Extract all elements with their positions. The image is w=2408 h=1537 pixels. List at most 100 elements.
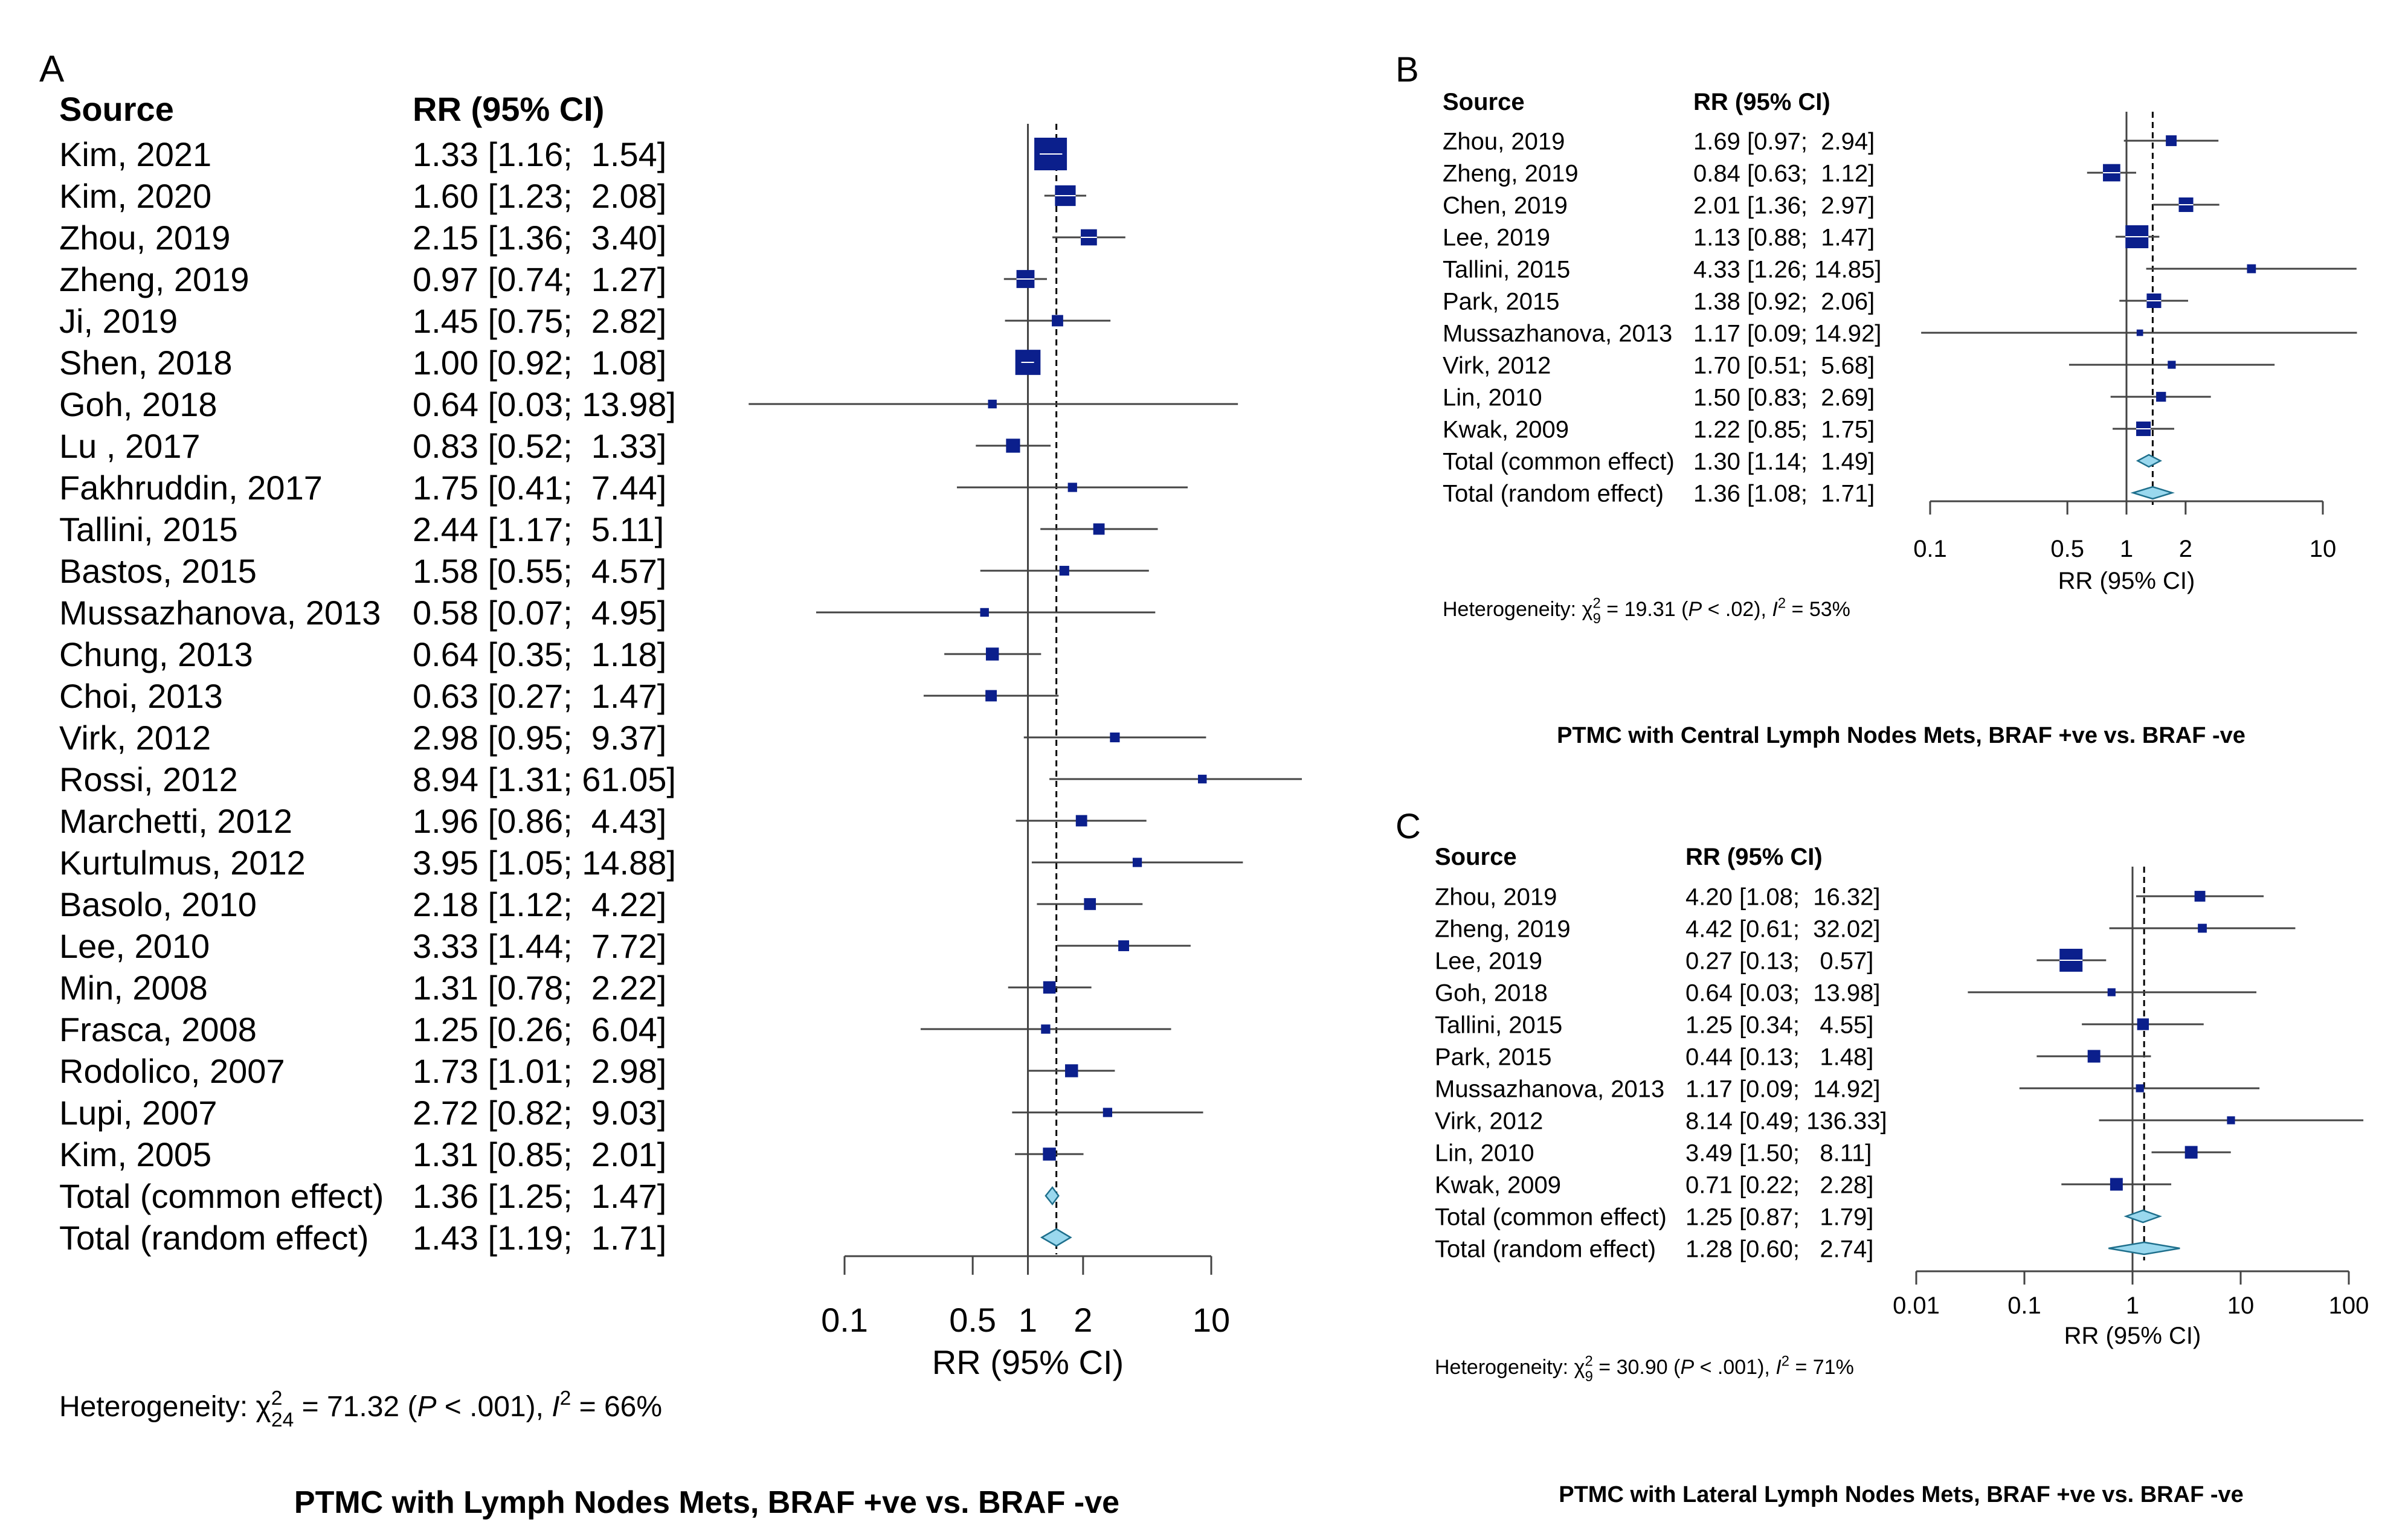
study-source-label: Frasca, 2008 bbox=[59, 1010, 257, 1048]
study-source-label: Chung, 2013 bbox=[59, 635, 253, 673]
study-source-label: Lee, 2010 bbox=[59, 927, 210, 965]
study-row: Tallini, 2015 2.44 [1.17; 5.11] bbox=[59, 510, 1158, 548]
study-estimate-label: 0.63 [0.27; 1.47] bbox=[413, 677, 666, 715]
study-source-label: Tallini, 2015 bbox=[59, 510, 238, 548]
study-weight-square bbox=[1043, 1147, 1056, 1161]
study-row: Bastos, 2015 1.58 [0.55; 4.57] bbox=[59, 552, 1149, 590]
x-tick-label: 2 bbox=[2179, 536, 2192, 562]
i-squared: 71% bbox=[1813, 1356, 1854, 1379]
study-estimate-label: 1.17 [0.09; 14.92] bbox=[1693, 320, 1881, 347]
x-tick-label: 0.1 bbox=[1913, 536, 1947, 562]
study-row: Zhou, 2019 2.15 [1.36; 3.40] bbox=[59, 219, 1125, 257]
study-row: Tallini, 2015 4.33 [1.26; 14.85] bbox=[1443, 256, 2357, 283]
chi-value: 19.31 bbox=[1624, 598, 1676, 621]
study-row: Choi, 2013 0.63 [0.27; 1.47] bbox=[59, 677, 1059, 715]
study-source-label: Mussazhanova, 2013 bbox=[1443, 320, 1672, 347]
study-source-label: Choi, 2013 bbox=[59, 677, 223, 715]
study-row: Basolo, 2010 2.18 [1.12; 4.22] bbox=[59, 885, 1143, 923]
study-estimate-label: 1.58 [0.55; 4.57] bbox=[413, 552, 666, 590]
study-weight-square bbox=[1067, 483, 1077, 492]
panel-caption: PTMC with Lateral Lymph Nodes Mets, BRAF… bbox=[1559, 1482, 2244, 1507]
study-estimate-label: 0.71 [0.22; 2.28] bbox=[1685, 1172, 1873, 1198]
study-row: Virk, 2012 8.14 [0.49; 136.33] bbox=[1435, 1108, 2364, 1134]
column-header-source: Source bbox=[1443, 89, 1525, 115]
study-weight-square bbox=[2198, 923, 2207, 933]
total-source-label: Total (common effect) bbox=[1443, 448, 1675, 475]
p-value: .02 bbox=[1725, 598, 1754, 621]
forest-panel-b: B Source RR (95% CI) Zhou, 2019 1.69 [0.97; … bbox=[1396, 50, 2357, 748]
study-estimate-label: 8.94 [1.31; 61.05] bbox=[413, 760, 676, 798]
study-weight-square bbox=[1059, 565, 1069, 576]
study-source-label: Mussazhanova, 2013 bbox=[1435, 1076, 1664, 1102]
study-estimate-label: 0.84 [0.63; 1.12] bbox=[1693, 160, 1875, 187]
total-source-label: Total (random effect) bbox=[1443, 480, 1664, 507]
study-weight-square bbox=[1041, 1024, 1051, 1034]
study-estimate-label: 1.50 [0.83; 2.69] bbox=[1693, 384, 1875, 411]
total-source-label: Total (random effect) bbox=[59, 1219, 369, 1257]
study-weight-square bbox=[1084, 898, 1096, 910]
study-row: Kim, 2005 1.31 [0.85; 2.01] bbox=[59, 1135, 1084, 1173]
study-estimate-label: 3.95 [1.05; 14.88] bbox=[413, 844, 676, 882]
total-row: Total (random effect) 1.36 [1.08; 1.71] bbox=[1443, 480, 2175, 507]
study-source-label: Chen, 2019 bbox=[1443, 192, 1568, 219]
study-source-label: Mussazhanova, 2013 bbox=[59, 594, 381, 632]
study-weight-square bbox=[2166, 135, 2177, 146]
study-estimate-label: 8.14 [0.49; 136.33] bbox=[1685, 1108, 1887, 1134]
study-row: Rossi, 2012 8.94 [1.31; 61.05] bbox=[59, 760, 1302, 798]
x-tick-label: 1 bbox=[2126, 1292, 2139, 1319]
study-source-label: Goh, 2018 bbox=[1435, 980, 1548, 1006]
study-row: Tallini, 2015 1.25 [0.34; 4.55] bbox=[1435, 1012, 2204, 1038]
study-estimate-label: 0.64 [0.03; 13.98] bbox=[1685, 980, 1880, 1006]
x-axis-label: RR (95% CI) bbox=[932, 1343, 1124, 1381]
study-row: Lin, 2010 1.50 [0.83; 2.69] bbox=[1443, 384, 2211, 411]
study-weight-square bbox=[1093, 523, 1105, 535]
chi-value: 71.32 bbox=[327, 1391, 399, 1423]
pooled-effect-diamond bbox=[2108, 1241, 2180, 1256]
x-tick-label: 0.5 bbox=[949, 1301, 996, 1339]
study-weight-square bbox=[980, 608, 989, 617]
total-estimate-label: 1.25 [0.87; 1.79] bbox=[1685, 1204, 1873, 1230]
study-row: Lee, 2019 1.13 [0.88; 1.47] bbox=[1443, 224, 2160, 251]
study-source-label: Shen, 2018 bbox=[59, 344, 232, 382]
i-squared: 66% bbox=[604, 1391, 662, 1423]
study-row: Lee, 2019 0.27 [0.13; 0.57] bbox=[1435, 948, 2107, 974]
total-row: Total (common effect) 1.30 [1.14; 1.49] bbox=[1443, 448, 2162, 475]
study-estimate-label: 1.73 [1.01; 2.98] bbox=[413, 1052, 666, 1090]
study-row: Zheng, 2019 4.42 [0.61; 32.02] bbox=[1435, 916, 2296, 942]
study-weight-square bbox=[2110, 1178, 2123, 1191]
study-row: Lu , 2017 0.83 [0.52; 1.33] bbox=[59, 427, 1051, 465]
study-row: Lee, 2010 3.33 [1.44; 7.72] bbox=[59, 927, 1191, 965]
study-weight-square bbox=[1075, 815, 1087, 827]
study-weight-square bbox=[2194, 891, 2206, 902]
study-weight-square bbox=[988, 399, 997, 409]
study-row: Lupi, 2007 2.72 [0.82; 9.03] bbox=[59, 1094, 1203, 1132]
study-estimate-label: 0.58 [0.07; 4.95] bbox=[413, 594, 666, 632]
x-tick-label: 10 bbox=[2227, 1292, 2255, 1319]
i-squared: 53% bbox=[1809, 598, 1850, 621]
study-weight-square bbox=[1118, 940, 1130, 951]
study-source-label: Zheng, 2019 bbox=[1435, 916, 1571, 942]
panel-label: A bbox=[39, 48, 65, 90]
pooled-effect-diamond bbox=[1040, 1228, 1072, 1247]
column-header-estimate: RR (95% CI) bbox=[1693, 89, 1830, 115]
x-axis-label: RR (95% CI) bbox=[2064, 1323, 2201, 1349]
study-row: Chung, 2013 0.64 [0.35; 1.18] bbox=[59, 635, 1041, 673]
study-estimate-label: 3.33 [1.44; 7.72] bbox=[413, 927, 666, 965]
study-weight-square bbox=[1043, 981, 1056, 994]
study-source-label: Zhou, 2019 bbox=[1443, 128, 1565, 155]
study-row: Park, 2015 1.38 [0.92; 2.06] bbox=[1443, 288, 2189, 315]
study-row: Park, 2015 0.44 [0.13; 1.48] bbox=[1435, 1044, 2151, 1070]
study-row: Kwak, 2009 1.22 [0.85; 1.75] bbox=[1443, 416, 2174, 443]
study-source-label: Virk, 2012 bbox=[1435, 1108, 1543, 1134]
study-weight-square bbox=[1006, 438, 1020, 453]
study-source-label: Zheng, 2019 bbox=[1443, 160, 1579, 187]
x-tick-label: 1 bbox=[1019, 1301, 1037, 1339]
study-estimate-label: 1.38 [0.92; 2.06] bbox=[1693, 288, 1875, 315]
study-estimate-label: 3.49 [1.50; 8.11] bbox=[1685, 1140, 1872, 1166]
study-estimate-label: 2.15 [1.36; 3.40] bbox=[413, 219, 666, 257]
study-estimate-label: 1.00 [0.92; 1.08] bbox=[413, 344, 666, 382]
total-estimate-label: 1.43 [1.19; 1.71] bbox=[413, 1219, 666, 1257]
study-source-label: Tallini, 2015 bbox=[1435, 1012, 1562, 1038]
column-header-source: Source bbox=[1435, 844, 1517, 870]
study-row: Ji, 2019 1.45 [0.75; 2.82] bbox=[59, 302, 1111, 340]
